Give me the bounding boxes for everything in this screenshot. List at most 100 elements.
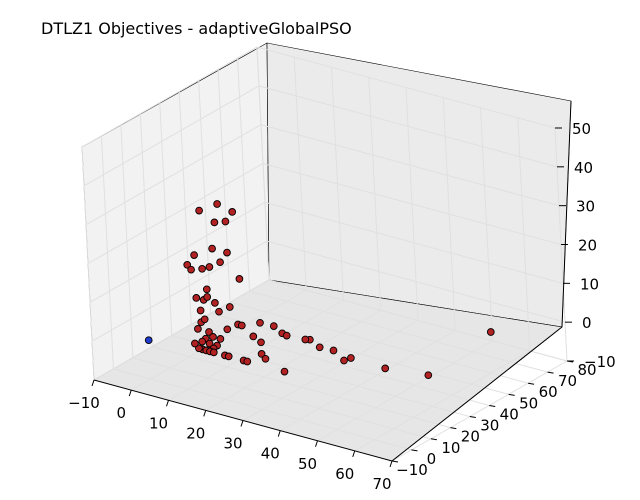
axis-ticks: −10010203040506070−1001020304050607080−1… (68, 120, 615, 493)
x-tick-mark (203, 410, 207, 417)
y-tick-label: 70 (558, 372, 577, 390)
scatter-point (282, 331, 291, 340)
scatter-point (315, 343, 324, 352)
side-pane (266, 42, 572, 328)
x-tick-mark (389, 460, 393, 468)
scatter-point (280, 367, 289, 376)
y-tick-mark (489, 404, 496, 407)
scatter-point (195, 206, 203, 215)
x-tick-label: 10 (149, 414, 168, 432)
scatter-point (196, 306, 205, 315)
z-tick-label: 10 (580, 275, 599, 293)
scatter-point (301, 335, 310, 344)
scatter-point (424, 371, 433, 380)
x-tick-label: 50 (298, 455, 317, 473)
z-gridline (83, 85, 558, 187)
y-tick-mark (547, 371, 554, 374)
scatter-point (228, 208, 237, 216)
y-tick-label: 50 (519, 394, 538, 412)
z-gridline (89, 201, 564, 303)
scatter-point (224, 352, 233, 361)
scatter-point (183, 260, 192, 269)
scatter-point (195, 344, 203, 353)
z-gridline (93, 279, 568, 381)
x-tick-label: 20 (186, 424, 205, 442)
scatter-point (261, 354, 270, 363)
scatter-point (486, 328, 495, 336)
scatter-point (213, 200, 221, 208)
y-tick-label: 0 (427, 450, 437, 468)
y-tick-mark (391, 460, 399, 463)
y-tick-mark (528, 382, 535, 385)
x-tick-label: −10 (68, 394, 100, 412)
scatter-point (235, 275, 244, 283)
z-tick-label: 30 (576, 198, 595, 216)
z-tick-label: 20 (578, 237, 597, 255)
z-tick-label: 50 (572, 120, 591, 138)
scatter-point (225, 303, 234, 311)
scatter-point (198, 264, 206, 273)
data-points (144, 200, 495, 380)
scatter-point (209, 333, 217, 341)
scatter-point (257, 338, 265, 347)
scatter-point (340, 356, 348, 365)
scatter-point (205, 339, 214, 348)
x-tick-label: 30 (223, 435, 242, 453)
y-tick-mark (430, 438, 437, 441)
y-tick-label: 10 (441, 439, 460, 457)
scatter-point (249, 332, 258, 341)
z-axis-line (561, 100, 572, 328)
z-tick-label: 40 (574, 159, 593, 177)
scatter-point (243, 357, 252, 366)
scatter-point (194, 325, 202, 333)
scatter-point (210, 218, 219, 227)
y-axis-line (391, 326, 563, 462)
scatter-point (215, 307, 223, 316)
scatter-point (237, 321, 246, 330)
scatter-point (211, 299, 219, 307)
scatter-point (216, 258, 224, 267)
scatter-point (192, 294, 201, 302)
y-tick-label: 30 (480, 417, 499, 435)
y-tick-label: 60 (539, 383, 558, 401)
x-tick-mark (166, 400, 169, 407)
scatter-point (329, 346, 338, 355)
scatter-point (205, 328, 213, 336)
z-gridline (91, 240, 566, 342)
x-tick-mark (315, 440, 318, 447)
scatter-point (209, 348, 218, 357)
scatter-point (256, 318, 264, 327)
z-gridline (87, 162, 562, 264)
y-tick-label: 20 (461, 428, 480, 446)
scatter-point (381, 364, 390, 373)
x-tick-mark (240, 420, 244, 427)
scatter-point (223, 325, 232, 334)
scatter-point (269, 322, 278, 330)
scatter-point (221, 217, 230, 226)
axes-panes (81, 42, 572, 462)
scatter-point (202, 285, 211, 294)
x-tick-label: 60 (335, 465, 354, 483)
y-tick-mark (508, 393, 515, 396)
x-tick-mark (128, 389, 132, 397)
scatter-point (347, 354, 355, 362)
y-tick-mark (411, 449, 418, 452)
x-tick-label: 0 (116, 404, 126, 422)
y-tick-label: −10 (396, 461, 428, 479)
scatter-point (144, 336, 153, 345)
scatter-point (223, 248, 231, 257)
scatter-point (191, 339, 199, 348)
z-gridline (81, 46, 556, 148)
y-tick-label: 40 (500, 405, 519, 423)
x-tick-mark (277, 430, 281, 437)
x-tick-label: 40 (261, 445, 280, 463)
scatter-point (216, 335, 225, 343)
z-tick-label: −10 (584, 353, 616, 371)
x-tick-mark (91, 379, 95, 387)
z-gridline (85, 124, 560, 226)
x-tick-label: 70 (372, 475, 391, 493)
y-tick-mark (450, 427, 457, 430)
scatter-point (257, 350, 266, 358)
scatter-point (208, 244, 216, 253)
